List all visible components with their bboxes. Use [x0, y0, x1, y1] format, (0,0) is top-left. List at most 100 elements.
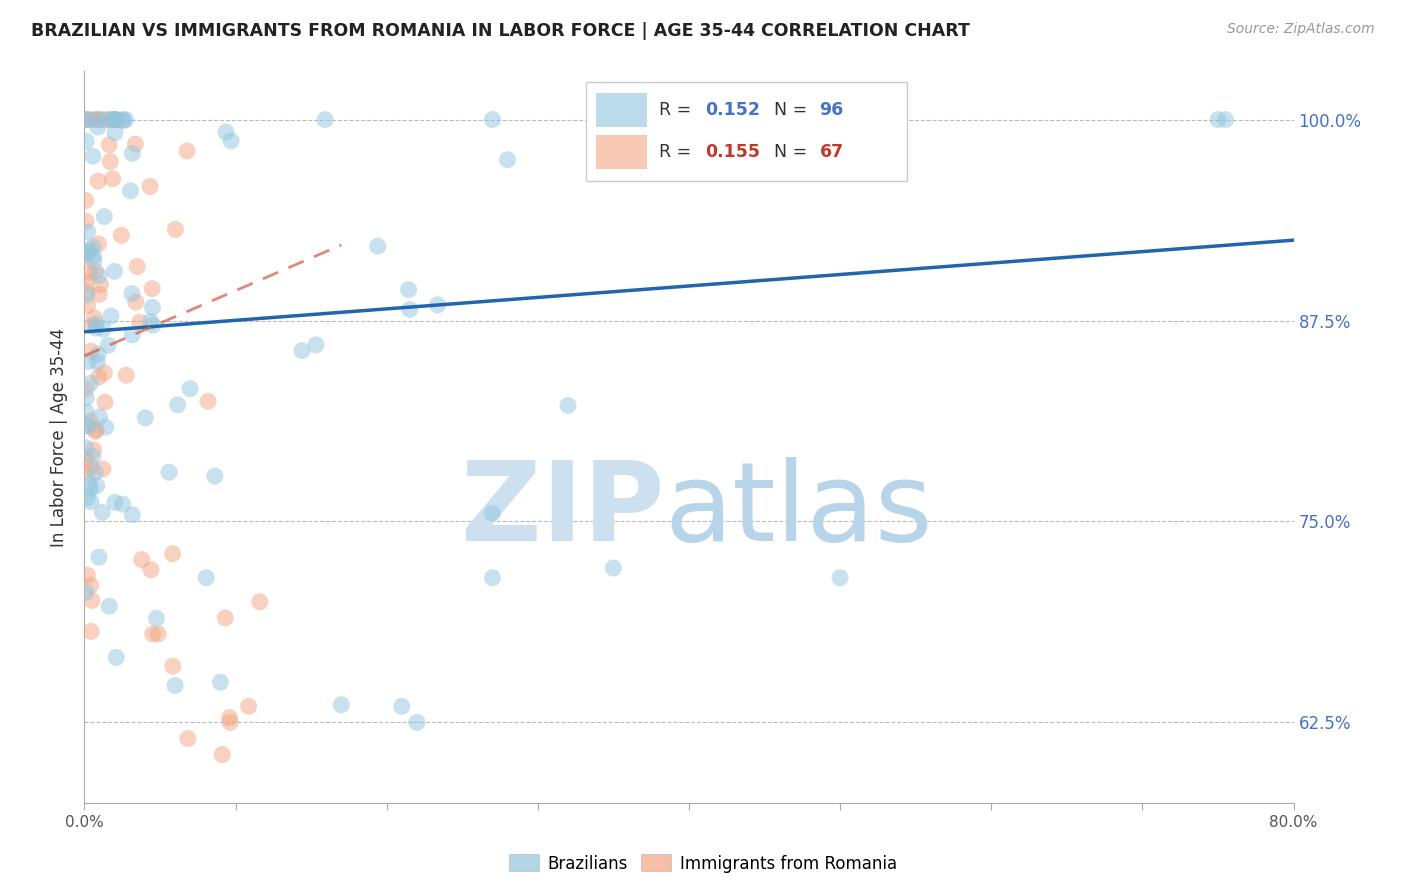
Point — [87, 347, 110, 361]
Point — [111, 497, 134, 511]
Point — [103, 112, 125, 127]
Text: R =: R = — [659, 143, 696, 161]
Point — [291, 343, 314, 358]
Point — [121, 508, 143, 522]
Point — [93, 112, 115, 127]
Point — [86, 355, 108, 369]
Point — [79, 578, 101, 592]
Point — [128, 315, 150, 329]
Point — [77, 266, 100, 280]
Point — [76, 299, 98, 313]
FancyBboxPatch shape — [596, 135, 647, 169]
Point — [481, 571, 503, 585]
Point — [87, 112, 110, 127]
Point — [105, 112, 128, 127]
Point — [98, 154, 121, 169]
Point — [330, 698, 353, 712]
FancyBboxPatch shape — [596, 94, 647, 127]
Point — [83, 442, 105, 457]
Point — [86, 423, 108, 437]
Point — [97, 338, 120, 352]
Point — [84, 317, 107, 331]
Text: 67: 67 — [820, 143, 844, 161]
Point — [86, 478, 108, 492]
Point — [82, 240, 104, 254]
Point — [75, 194, 97, 208]
Point — [77, 354, 100, 368]
Point — [204, 469, 226, 483]
Point — [145, 611, 167, 625]
Text: N =: N = — [773, 143, 813, 161]
Point — [84, 112, 107, 127]
Point — [86, 112, 108, 127]
Point — [100, 112, 122, 127]
Point — [139, 179, 162, 194]
Point — [314, 112, 336, 127]
Point — [127, 260, 149, 274]
Point — [87, 550, 110, 565]
Point — [165, 678, 187, 692]
Point — [142, 318, 165, 333]
Point — [162, 547, 184, 561]
Point — [93, 366, 115, 380]
Point — [678, 136, 700, 150]
Point — [75, 391, 97, 405]
Point — [115, 112, 138, 127]
Point — [209, 675, 232, 690]
Point — [84, 466, 107, 480]
Point — [77, 476, 100, 491]
Point — [80, 593, 103, 607]
Point — [84, 264, 107, 278]
Text: BRAZILIAN VS IMMIGRANTS FROM ROMANIA IN LABOR FORCE | AGE 35-44 CORRELATION CHAR: BRAZILIAN VS IMMIGRANTS FROM ROMANIA IN … — [31, 22, 970, 40]
Point — [91, 322, 114, 336]
Point — [75, 134, 97, 148]
Point — [218, 710, 240, 724]
Point — [398, 283, 420, 297]
Point — [94, 395, 117, 409]
Point — [496, 153, 519, 167]
Point — [165, 222, 187, 236]
Text: atlas: atlas — [665, 457, 934, 564]
Point — [103, 112, 125, 127]
Point — [83, 253, 105, 268]
Point — [75, 112, 97, 127]
Point — [75, 245, 97, 260]
Point — [75, 275, 97, 289]
Point — [367, 239, 389, 253]
Point — [121, 328, 143, 343]
Point — [84, 424, 107, 438]
Point — [76, 491, 98, 505]
Point — [1206, 112, 1229, 127]
Point — [215, 125, 238, 139]
Point — [104, 126, 127, 140]
Point — [105, 650, 128, 665]
Point — [89, 277, 111, 292]
Text: N =: N = — [773, 101, 813, 120]
Point — [110, 228, 132, 243]
Point — [97, 112, 120, 127]
Text: ZIP: ZIP — [461, 457, 665, 564]
Text: 0.152: 0.152 — [704, 101, 759, 120]
Point — [481, 112, 503, 127]
Point — [391, 699, 413, 714]
Point — [602, 561, 624, 575]
Point — [75, 214, 97, 228]
Point — [80, 344, 103, 359]
Point — [98, 137, 121, 152]
Point — [481, 506, 503, 520]
Legend: Brazilians, Immigrants from Romania: Brazilians, Immigrants from Romania — [502, 847, 904, 880]
Point — [75, 405, 97, 419]
Point — [120, 184, 142, 198]
Point — [98, 599, 121, 614]
Text: 0.155: 0.155 — [704, 143, 759, 161]
Point — [76, 288, 98, 302]
Point — [84, 321, 107, 335]
Point — [75, 453, 97, 467]
Point — [89, 410, 111, 425]
Point — [830, 571, 852, 585]
FancyBboxPatch shape — [586, 82, 907, 181]
Point — [121, 146, 143, 161]
Point — [219, 715, 242, 730]
Point — [80, 318, 103, 333]
Point — [79, 112, 101, 127]
